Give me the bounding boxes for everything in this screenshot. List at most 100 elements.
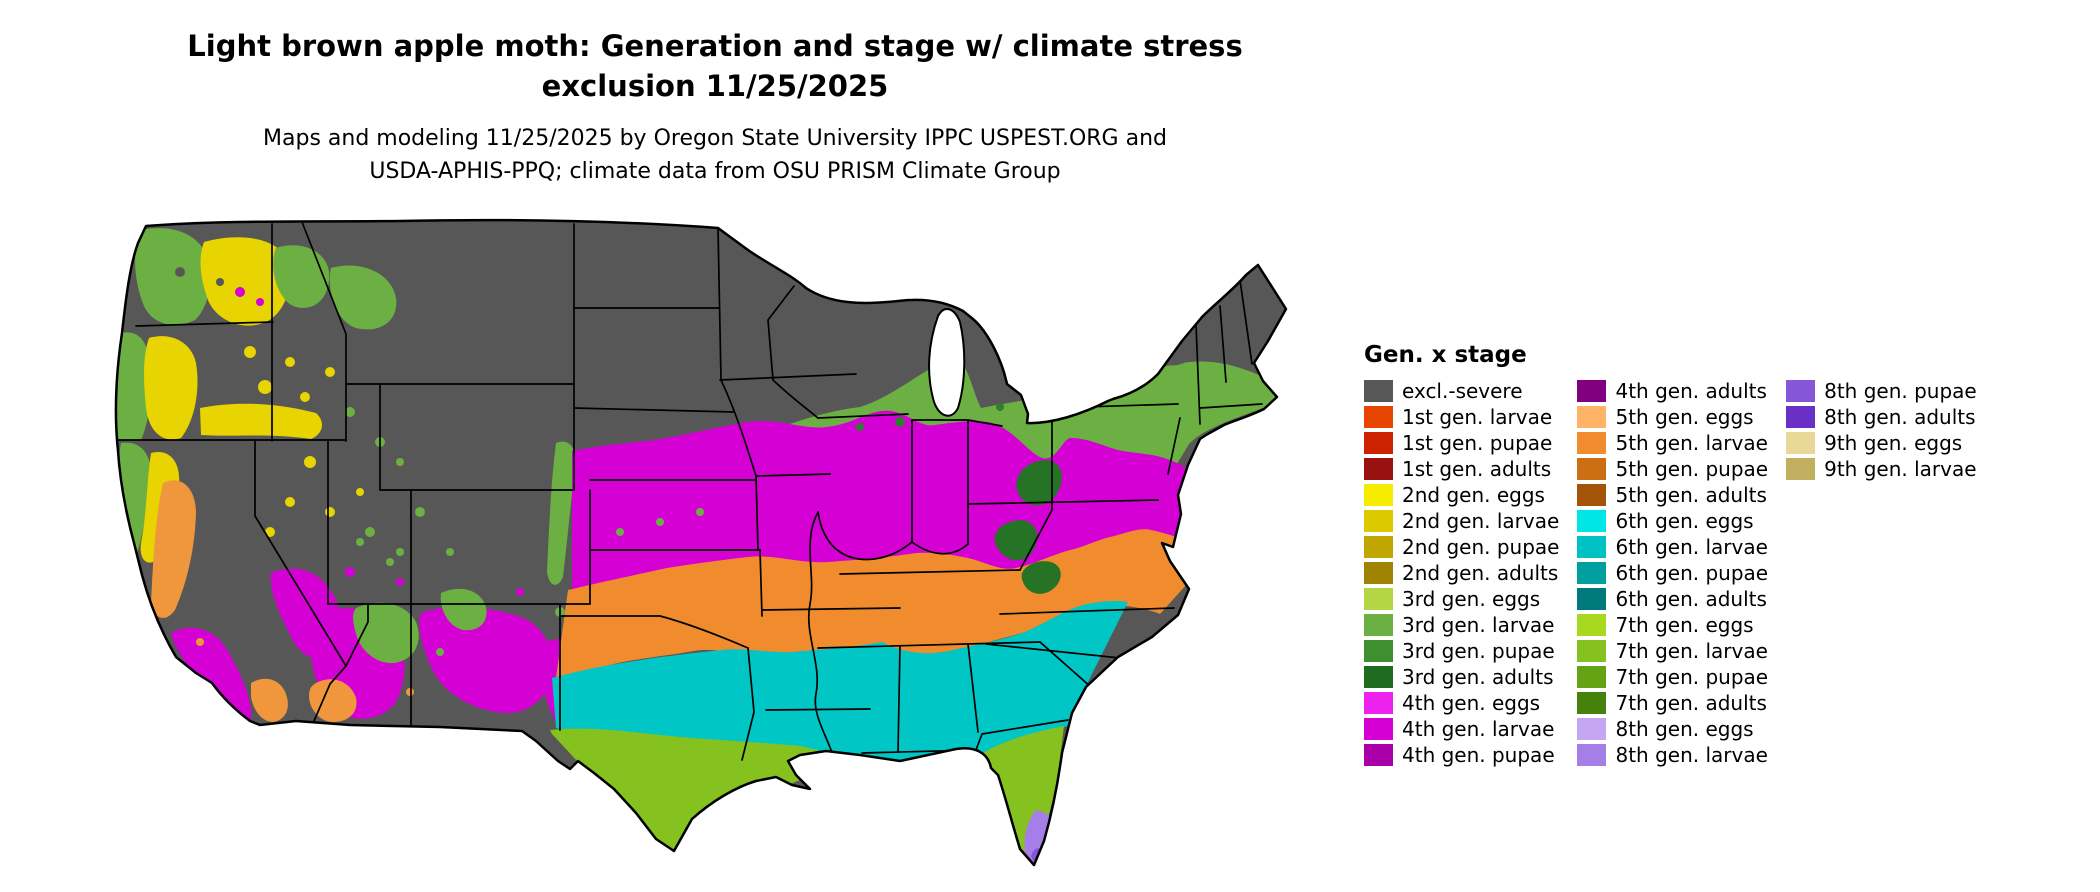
legend-item: 6th gen. adults	[1577, 586, 1768, 612]
legend-swatch	[1364, 536, 1393, 558]
legend-item: 4th gen. eggs	[1364, 690, 1559, 716]
legend-item: 3rd gen. larvae	[1364, 612, 1559, 638]
map-region-stx-7th-green	[550, 728, 848, 860]
legend-item-label: 3rd gen. larvae	[1402, 613, 1555, 637]
legend-column: excl.-severe 1st gen. larvae 1st gen. pupa…	[1364, 378, 1559, 768]
legend-swatch	[1577, 588, 1607, 610]
lake-michigan	[928, 308, 966, 417]
legend-swatch	[1577, 718, 1607, 740]
legend-swatch	[1364, 432, 1393, 454]
legend-swatch	[1364, 380, 1393, 402]
legend-item: 2nd gen. eggs	[1364, 482, 1559, 508]
map-title-line1: Light brown apple moth: Generation and s…	[187, 29, 1243, 63]
legend-item-label: 1st gen. larvae	[1402, 405, 1553, 429]
legend-item-label: 8th gen. pupae	[1824, 379, 1977, 403]
legend-swatch	[1364, 510, 1393, 532]
map-region-adirondack-gray	[1144, 313, 1200, 366]
legend-swatch	[1577, 458, 1607, 480]
legend-item-label: 6th gen. larvae	[1615, 535, 1768, 559]
legend-item: 3rd gen. eggs	[1364, 586, 1559, 612]
legend-item: 6th gen. larvae	[1577, 534, 1768, 560]
legend-item-label: 7th gen. adults	[1615, 691, 1767, 715]
map-region-az-desert-orange	[309, 679, 357, 722]
legend-swatch	[1577, 666, 1607, 688]
legend-item: 9th gen. larvae	[1786, 456, 1977, 482]
legend-item: 4th gen. adults	[1577, 378, 1768, 404]
legend-swatch	[1786, 380, 1816, 402]
legend-item-label: 6th gen. eggs	[1615, 509, 1754, 533]
legend-item: 8th gen. pupae	[1786, 378, 1977, 404]
legend-item-label: 1st gen. pupae	[1402, 431, 1553, 455]
map-region-se-or-yellow	[200, 403, 323, 439]
map-region-band-6th-cyan	[552, 601, 1128, 780]
legend-swatch	[1364, 458, 1393, 480]
legend-item-label: 2nd gen. adults	[1402, 561, 1559, 585]
legend-item: 2nd gen. pupae	[1364, 534, 1559, 560]
map-region-ca-valley-orange	[151, 480, 196, 618]
legend-item: 6th gen. eggs	[1577, 508, 1768, 534]
legend-swatch	[1364, 640, 1393, 662]
map-region-appalachia-dkgreen-2	[994, 520, 1037, 561]
map-region-wa-west-green	[135, 228, 211, 325]
legend-item-label: 6th gen. adults	[1615, 587, 1767, 611]
legend-item: 5th gen. eggs	[1577, 404, 1768, 430]
map-region-nm-magenta	[419, 606, 553, 714]
legend-item-label: 7th gen. eggs	[1615, 613, 1754, 637]
legend-swatch	[1577, 692, 1607, 714]
legend-item: 4th gen. pupae	[1364, 742, 1559, 768]
legend-item: 1st gen. adults	[1364, 456, 1559, 482]
legend-item: 6th gen. pupae	[1577, 560, 1768, 586]
legend-item: 9th gen. eggs	[1786, 430, 1977, 456]
legend-item-label: 7th gen. larvae	[1615, 639, 1768, 663]
legend-columns: excl.-severe 1st gen. larvae 1st gen. pupa…	[1364, 378, 1977, 768]
legend-item-label: 4th gen. eggs	[1402, 691, 1541, 715]
legend-swatch	[1364, 588, 1393, 610]
legend-title: Gen. x stage	[1364, 342, 1527, 368]
map-region-band-4th-magenta	[572, 410, 1201, 593]
map-region-id-panhandle-green	[273, 245, 330, 308]
legend-swatch	[1364, 406, 1393, 428]
legend-item: 2nd gen. larvae	[1364, 508, 1559, 534]
legend-item: 1st gen. larvae	[1364, 404, 1559, 430]
legend-item-label: 5th gen. pupae	[1615, 457, 1769, 481]
legend-swatch	[1577, 432, 1607, 454]
legend-swatch	[1786, 406, 1816, 428]
map-region-imperial-orange	[251, 678, 288, 722]
legend-item: 8th gen. eggs	[1577, 716, 1768, 742]
legend-item: 3rd gen. pupae	[1364, 638, 1559, 664]
legend-item: 8th gen. larvae	[1577, 742, 1768, 768]
legend-item-label: 7th gen. pupae	[1615, 665, 1769, 689]
legend-item-label: 3rd gen. adults	[1402, 665, 1554, 689]
legend-swatch	[1364, 562, 1393, 584]
legend-swatch	[1364, 744, 1393, 766]
legend-item: 5th gen. larvae	[1577, 430, 1768, 456]
map-region-smokies-dkgreen	[1021, 561, 1061, 594]
legend-swatch	[1577, 536, 1607, 558]
conus-outline	[114, 218, 1288, 867]
legend-item: excl.-severe	[1364, 378, 1559, 404]
legend-swatch	[1577, 744, 1607, 766]
legend-item: 7th gen. adults	[1577, 690, 1768, 716]
legend-swatch	[1577, 484, 1607, 506]
legend-swatch	[1364, 692, 1393, 714]
us-map-figure	[100, 212, 1290, 882]
legend-item: 3rd gen. adults	[1364, 664, 1559, 690]
map-region-or-inland-yellow	[144, 336, 198, 440]
legend-swatch	[1786, 458, 1816, 480]
legend-item-label: 4th gen. adults	[1615, 379, 1767, 403]
legend-item-label: 6th gen. pupae	[1615, 561, 1769, 585]
legend-item-label: 5th gen. eggs	[1615, 405, 1754, 429]
legend-item-label: 8th gen. adults	[1824, 405, 1976, 429]
legend-column: 8th gen. pupae 8th gen. adults 9th gen. eg…	[1786, 378, 1977, 482]
map-subtitle: Maps and modeling 11/25/2025 by Oregon S…	[0, 122, 1430, 188]
legend-item-label: 3rd gen. pupae	[1402, 639, 1555, 663]
map-region-nm-mtn-green	[440, 588, 487, 631]
legend-item: 5th gen. pupae	[1577, 456, 1768, 482]
legend-item-label: 2nd gen. eggs	[1402, 483, 1545, 507]
legend-swatch	[1577, 510, 1607, 532]
legend-item-label: 5th gen. larvae	[1615, 431, 1768, 455]
legend-item-label: 8th gen. eggs	[1615, 717, 1754, 741]
map-title-line2: exclusion 11/25/2025	[541, 69, 889, 104]
legend-item-label: 9th gen. larvae	[1824, 457, 1977, 481]
